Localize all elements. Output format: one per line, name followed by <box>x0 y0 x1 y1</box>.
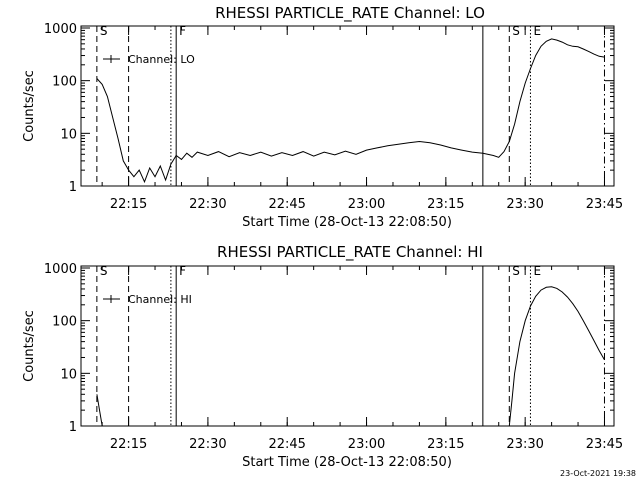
x-tick-label: 22:45 <box>268 197 305 212</box>
x-tick-label: 23:15 <box>427 437 464 452</box>
x-tick-label: 23:00 <box>348 437 385 452</box>
time-marker-label: S <box>512 24 520 38</box>
chart-title: RHESSI PARTICLE_RATE Channel: HI <box>217 243 483 262</box>
legend-label: Channel: LO <box>128 53 195 66</box>
x-axis-label: Start Time (28-Oct-13 22:08:50) <box>242 455 452 470</box>
y-tick-label: 1 <box>69 420 77 435</box>
time-marker-label: E <box>533 264 541 278</box>
x-tick-label: 23:45 <box>586 197 623 212</box>
time-marker-label: S <box>512 264 520 278</box>
plot-frame <box>80 25 615 187</box>
x-tick-label: 23:30 <box>506 437 543 452</box>
y-axis: 1 10 100 1000 <box>44 22 614 195</box>
time-marker-label: F <box>179 24 186 38</box>
y-tick-label: 1000 <box>44 22 77 37</box>
x-tick-label: 23:45 <box>586 437 623 452</box>
x-tick-label: 22:15 <box>110 197 147 212</box>
chart-panel-lo: RHESSI PARTICLE_RATE Channel: LO 1101001… <box>22 4 623 230</box>
chart-panel-hi: RHESSI PARTICLE_RATE Channel: HI 1101001… <box>22 243 623 470</box>
y-tick-label: 1 <box>69 180 77 195</box>
data-series <box>96 38 605 184</box>
series-line <box>508 286 605 427</box>
x-axis: 22:15 22:30 22:45 23:00 23:15 23:30 23:45 <box>101 266 623 452</box>
x-tick-label: 22:45 <box>268 437 305 452</box>
chart-title: RHESSI PARTICLE_RATE Channel: LO <box>215 4 485 23</box>
y-axis: 1 10 100 1000 <box>44 262 614 435</box>
x-tick-label: 22:30 <box>189 197 226 212</box>
time-marker-label: S <box>100 24 108 38</box>
y-tick-label: 100 <box>52 315 77 330</box>
legend: Channel: LO <box>103 53 195 66</box>
plot-frame <box>80 265 615 427</box>
y-tick-label: 10 <box>60 367 77 382</box>
legend: Channel: HI <box>103 293 192 306</box>
y-axis-label: Counts/sec <box>22 70 37 142</box>
x-axis-label: Start Time (28-Oct-13 22:08:50) <box>242 215 452 230</box>
x-tick-label: 22:15 <box>110 437 147 452</box>
data-series <box>96 286 605 427</box>
x-tick-label: 23:30 <box>506 197 543 212</box>
x-tick-label: 23:00 <box>348 197 385 212</box>
x-axis: 22:15 22:30 22:45 23:00 23:15 23:30 23:45 <box>101 26 623 212</box>
time-marker-label: E <box>533 24 541 38</box>
series-line <box>96 394 103 427</box>
y-tick-label: 1000 <box>44 262 77 277</box>
y-tick-label: 100 <box>52 75 77 90</box>
y-tick-label: 10 <box>60 127 77 142</box>
generated-timestamp: 23-Oct-2021 19:38 <box>560 469 636 478</box>
y-axis-label: Counts/sec <box>22 310 37 382</box>
x-tick-label: 23:15 <box>427 197 464 212</box>
series-line <box>96 38 605 184</box>
x-tick-label: 22:30 <box>189 437 226 452</box>
time-marker-label: F <box>179 264 186 278</box>
legend-label: Channel: HI <box>128 293 192 306</box>
time-marker-label: S <box>100 264 108 278</box>
